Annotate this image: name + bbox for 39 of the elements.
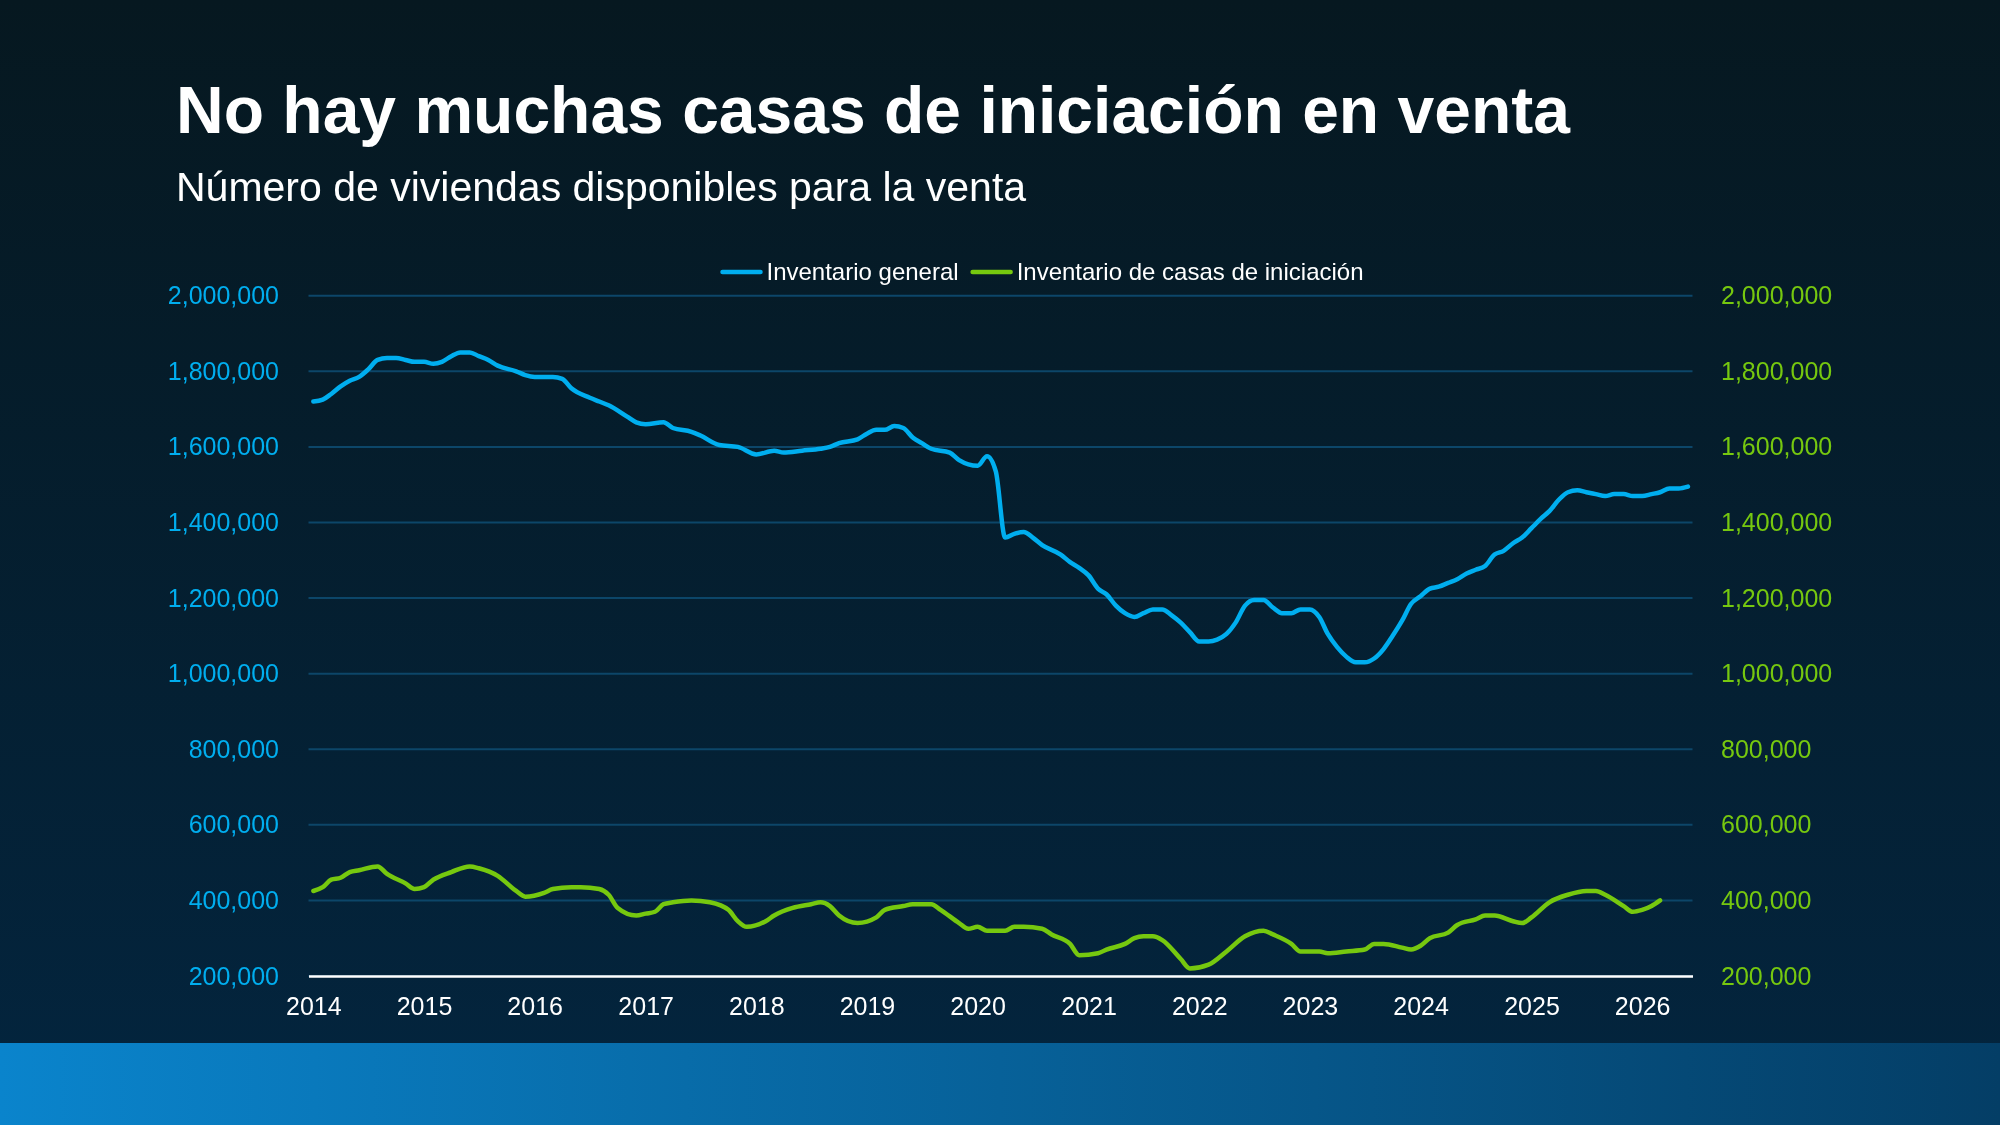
chart-title: No hay muchas casas de iniciación en venta xyxy=(176,73,1572,147)
chart-subtitle: Número de viviendas disponibles para la venta xyxy=(176,164,1027,210)
x-tick-label: 2020 xyxy=(950,991,1006,1020)
x-tick-label: 2015 xyxy=(396,991,453,1020)
y2-tick-label: 400,000 xyxy=(1721,885,1812,914)
y-tick-label: 400,000 xyxy=(188,885,279,914)
y-tick-label: 1,800,000 xyxy=(167,356,279,385)
y-tick-label: 1,600,000 xyxy=(167,432,279,461)
line-series xyxy=(311,864,1663,971)
x-tick-label: 2014 xyxy=(286,991,342,1020)
y2-tick-label: 800,000 xyxy=(1721,734,1812,763)
y2-tick-label: 600,000 xyxy=(1721,810,1812,839)
x-tick-label: 2025 xyxy=(1504,991,1560,1020)
y-tick-label: 1,400,000 xyxy=(167,507,279,536)
y-tick-label: 200,000 xyxy=(188,961,279,990)
line-series xyxy=(311,350,1691,665)
x-tick-label: 2016 xyxy=(507,991,563,1020)
x-tick-label: 2018 xyxy=(728,991,785,1020)
y-tick-label: 600,000 xyxy=(188,810,279,839)
y2-tick-label: 200,000 xyxy=(1721,961,1812,990)
x-tick-label: 2019 xyxy=(839,991,896,1020)
x-tick-label: 2026 xyxy=(1614,991,1671,1020)
y2-tick-label: 1,400,000 xyxy=(1721,507,1833,536)
y-tick-label: 2,000,000 xyxy=(167,281,279,310)
y2-tick-label: 1,600,000 xyxy=(1721,432,1833,461)
y2-tick-label: 1,000,000 xyxy=(1721,659,1833,688)
x-tick-label: 2021 xyxy=(1061,991,1117,1020)
legend-label: Inventario de casas de iniciación xyxy=(1016,258,1364,286)
y-tick-label: 1,200,000 xyxy=(167,583,279,612)
y-tick-label: 800,000 xyxy=(188,734,279,763)
y2-tick-label: 1,800,000 xyxy=(1721,356,1833,385)
y-tick-label: 1,000,000 xyxy=(167,659,279,688)
y2-tick-label: 1,200,000 xyxy=(1721,583,1833,612)
x-tick-label: 2017 xyxy=(618,991,674,1020)
x-tick-label: 2024 xyxy=(1393,991,1449,1020)
y2-tick-label: 2,000,000 xyxy=(1721,281,1833,310)
legend-label: Inventario general xyxy=(766,258,959,286)
x-tick-label: 2022 xyxy=(1171,991,1228,1020)
x-tick-label: 2023 xyxy=(1282,991,1339,1020)
